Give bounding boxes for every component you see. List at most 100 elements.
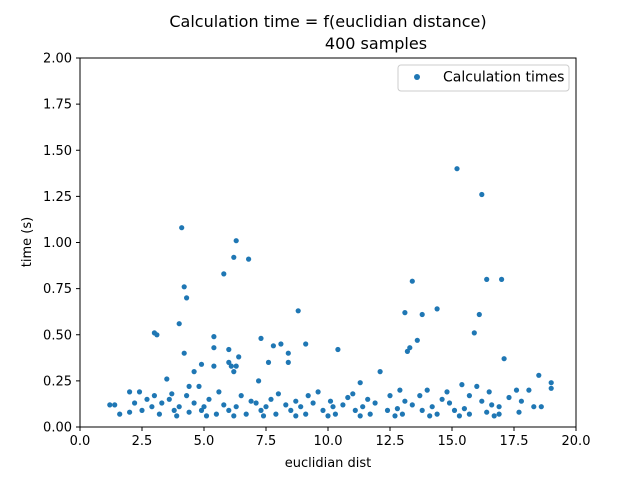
data-point — [176, 404, 182, 410]
data-point — [258, 335, 264, 341]
data-point — [325, 413, 331, 419]
data-point — [394, 406, 400, 412]
data-point — [253, 400, 259, 406]
y-tick-label: 1.75 — [43, 98, 72, 113]
data-point — [466, 393, 472, 399]
data-point — [275, 391, 281, 397]
data-point — [399, 411, 405, 417]
data-point — [419, 311, 425, 318]
data-point — [315, 389, 321, 395]
data-point — [310, 400, 316, 406]
data-point — [268, 396, 274, 402]
data-point — [479, 191, 485, 198]
data-point — [107, 402, 113, 408]
data-point — [350, 391, 356, 397]
data-point — [372, 400, 378, 406]
data-point — [270, 343, 276, 349]
data-point — [414, 337, 420, 343]
data-point — [531, 404, 537, 410]
data-point — [226, 359, 232, 365]
data-point — [186, 383, 192, 389]
data-point — [434, 411, 440, 417]
data-point — [417, 393, 423, 399]
data-point — [340, 402, 346, 408]
y-tick-label: 0.00 — [43, 421, 72, 436]
data-point — [548, 380, 554, 386]
data-point — [203, 413, 210, 419]
data-point — [320, 407, 326, 413]
data-point — [491, 413, 497, 419]
data-point — [127, 409, 133, 415]
data-point — [357, 413, 363, 419]
data-point — [459, 382, 465, 388]
data-point — [484, 409, 490, 415]
data-point — [451, 407, 458, 413]
data-point — [345, 394, 351, 401]
x-tick-label: 12.5 — [376, 434, 405, 449]
data-point — [184, 295, 190, 301]
legend-box — [397, 64, 570, 92]
data-point — [213, 411, 219, 417]
data-point — [112, 402, 118, 408]
x-tick-label: 0.0 — [70, 434, 91, 449]
data-point — [536, 372, 542, 378]
data-point — [166, 396, 172, 402]
data-point — [174, 413, 180, 419]
y-tick-label: 1.50 — [43, 144, 72, 159]
legend-marker — [414, 74, 420, 80]
data-point — [303, 411, 309, 417]
data-point — [211, 334, 217, 340]
data-point — [474, 383, 480, 389]
data-point — [330, 404, 336, 410]
data-point — [499, 276, 505, 282]
data-point — [365, 396, 371, 402]
y-axis-ticks: 0.00 0.25 0.50 0.75 1.00 1.25 1.50 1.75 2.00 — [43, 52, 80, 436]
data-point — [263, 404, 269, 410]
chart-title-line2: 400 samples — [325, 34, 427, 53]
data-point — [513, 387, 520, 393]
data-point — [454, 166, 460, 172]
data-point — [419, 407, 425, 413]
data-point — [149, 404, 155, 410]
data-point — [484, 276, 490, 282]
data-point — [256, 378, 262, 384]
data-point — [293, 413, 299, 419]
data-point — [409, 278, 415, 284]
data-point — [117, 411, 123, 417]
data-point — [360, 404, 366, 410]
x-tick-label: 15.0 — [438, 434, 467, 449]
data-point — [201, 404, 207, 410]
plot-area — [80, 58, 576, 427]
data-point — [221, 402, 227, 408]
y-tick-label: 2.00 — [43, 52, 72, 67]
data-point — [278, 341, 284, 347]
data-point — [476, 311, 482, 318]
x-tick-label: 2.5 — [132, 434, 153, 449]
data-points — [107, 166, 554, 419]
data-point — [402, 398, 408, 404]
y-tick-label: 1.25 — [43, 190, 72, 205]
data-point — [248, 398, 254, 404]
data-point — [191, 400, 197, 406]
x-tick-label: 5.0 — [194, 434, 215, 449]
data-point — [233, 363, 239, 369]
data-point — [228, 363, 234, 369]
y-tick-label: 0.25 — [43, 374, 72, 389]
data-point — [397, 387, 403, 393]
data-point — [288, 407, 294, 413]
legend-label: Calculation times — [443, 70, 564, 86]
data-point — [139, 407, 145, 413]
data-point — [221, 271, 227, 277]
data-point — [186, 409, 192, 415]
data-point — [407, 345, 413, 351]
data-point — [260, 413, 267, 419]
data-point — [283, 402, 289, 408]
data-point — [506, 394, 512, 401]
data-point — [179, 225, 185, 231]
data-point — [303, 341, 309, 347]
data-point — [154, 332, 160, 338]
data-point — [444, 389, 450, 395]
y-tick-label: 1.00 — [43, 236, 72, 251]
data-point — [335, 346, 341, 353]
data-point — [231, 254, 237, 260]
